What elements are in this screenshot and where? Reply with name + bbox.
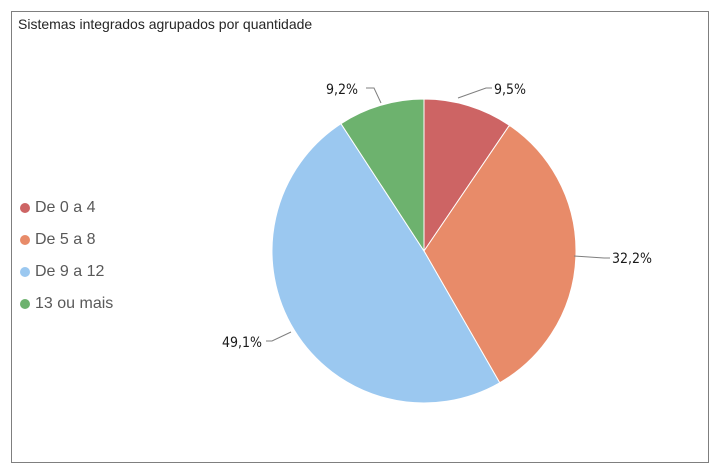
legend-item[interactable]: De 5 a 8: [20, 224, 113, 256]
legend-label: De 0 a 4: [35, 199, 96, 216]
legend-item[interactable]: De 0 a 4: [20, 192, 113, 224]
leader-line: [366, 87, 382, 104]
legend-label: De 9 a 12: [35, 263, 105, 280]
legend-swatch-icon: [20, 299, 30, 309]
legend-label: 13 ou mais: [35, 295, 114, 312]
data-label: 9,5%: [494, 82, 526, 98]
pie-slice[interactable]: [423, 98, 511, 253]
data-label: 49,1%: [222, 335, 262, 351]
legend: De 0 a 4 De 5 a 8 De 9 a 12 13 ou mais: [20, 192, 113, 320]
leader-line: [457, 87, 492, 99]
legend-item[interactable]: 13 ou mais: [20, 288, 113, 320]
pie-slice[interactable]: [423, 124, 577, 384]
pie-slice[interactable]: [340, 98, 425, 253]
pie-slice[interactable]: [271, 123, 501, 404]
legend-item[interactable]: De 9 a 12: [20, 256, 113, 288]
legend-swatch-icon: [20, 203, 30, 213]
legend-label: De 5 a 8: [35, 231, 96, 248]
leader-line: [573, 255, 610, 259]
chart-title: Sistemas integrados agrupados por quanti…: [18, 16, 313, 32]
leader-line: [266, 331, 292, 342]
legend-swatch-icon: [20, 235, 30, 245]
legend-swatch-icon: [20, 267, 30, 277]
data-label: 9,2%: [326, 82, 358, 98]
data-label: 32,2%: [612, 251, 652, 267]
